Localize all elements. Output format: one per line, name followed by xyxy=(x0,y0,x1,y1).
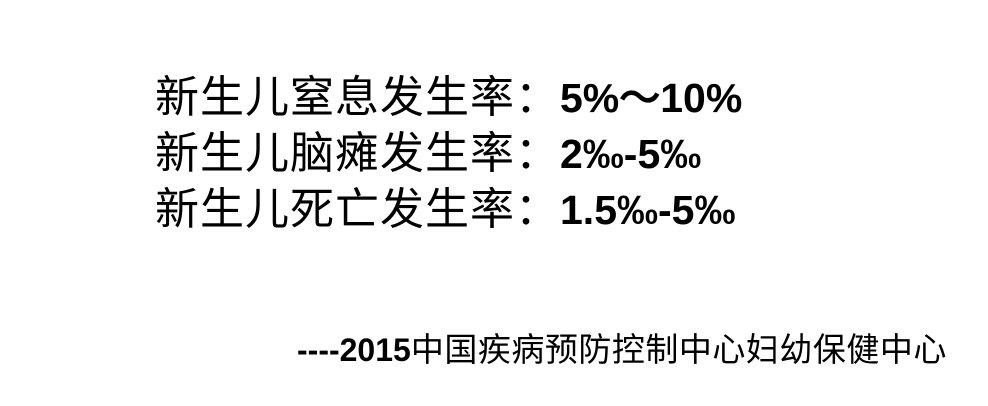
source-attribution-org: 中国疾病预防控制中心妇幼保健中心 xyxy=(410,333,947,369)
stat-line-cerebral-palsy: 新生儿脑瘫发生率：2‰-5‰ xyxy=(155,126,742,182)
stat-label-cerebral-palsy: 新生儿脑瘫发生率： xyxy=(155,129,560,178)
stat-label-asphyxia: 新生儿窒息发生率： xyxy=(155,73,560,122)
source-attribution-prefix: ----2015 xyxy=(297,332,411,368)
stat-value-cerebral-palsy: 2‰-5‰ xyxy=(560,131,702,177)
stat-value-mortality: 1.5‰-5‰ xyxy=(560,187,736,233)
stats-block: 新生儿窒息发生率：5%～10% 新生儿脑瘫发生率：2‰-5‰ 新生儿死亡发生率：… xyxy=(155,70,742,238)
source-attribution: ----2015中国疾病预防控制中心妇幼保健中心 xyxy=(297,330,947,371)
stat-value-asphyxia: 5%～10% xyxy=(560,75,743,121)
stat-line-asphyxia: 新生儿窒息发生率：5%～10% xyxy=(155,70,742,126)
stat-line-mortality: 新生儿死亡发生率：1.5‰-5‰ xyxy=(155,182,742,238)
stat-label-mortality: 新生儿死亡发生率： xyxy=(155,185,560,234)
